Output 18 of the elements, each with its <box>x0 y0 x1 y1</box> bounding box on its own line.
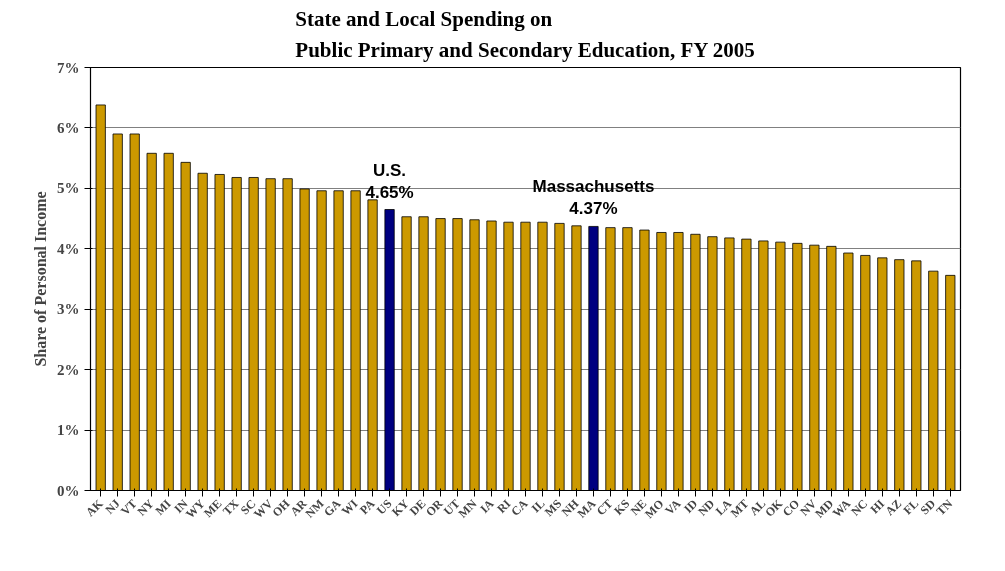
annotation: U.S. 4.65% <box>365 160 414 202</box>
y-tick-label: 6% <box>57 119 80 136</box>
y-tick-label: 5% <box>57 180 80 197</box>
x-tick-label: FL <box>900 496 922 518</box>
y-tick-label: 2% <box>57 361 80 378</box>
x-tick-label: IA <box>477 496 497 516</box>
y-tick-label: 4% <box>57 240 80 257</box>
x-tick-label: HI <box>867 496 888 517</box>
x-tick-label: MI <box>152 496 174 518</box>
y-tick-label: 1% <box>57 422 80 439</box>
y-tick-label: 0% <box>57 482 80 499</box>
chart-title: State and Local Spending on Public Primary and Secondary Education, FY 2005 <box>295 7 755 63</box>
x-tick-label: TN <box>933 496 956 519</box>
annotation: Massachusetts 4.37% <box>532 177 655 219</box>
y-tick-label: 7% <box>57 59 80 76</box>
x-tick-label: VA <box>662 496 684 518</box>
y-tick-label: 3% <box>57 301 80 318</box>
y-axis-title: Share of Personal Income <box>32 191 49 367</box>
